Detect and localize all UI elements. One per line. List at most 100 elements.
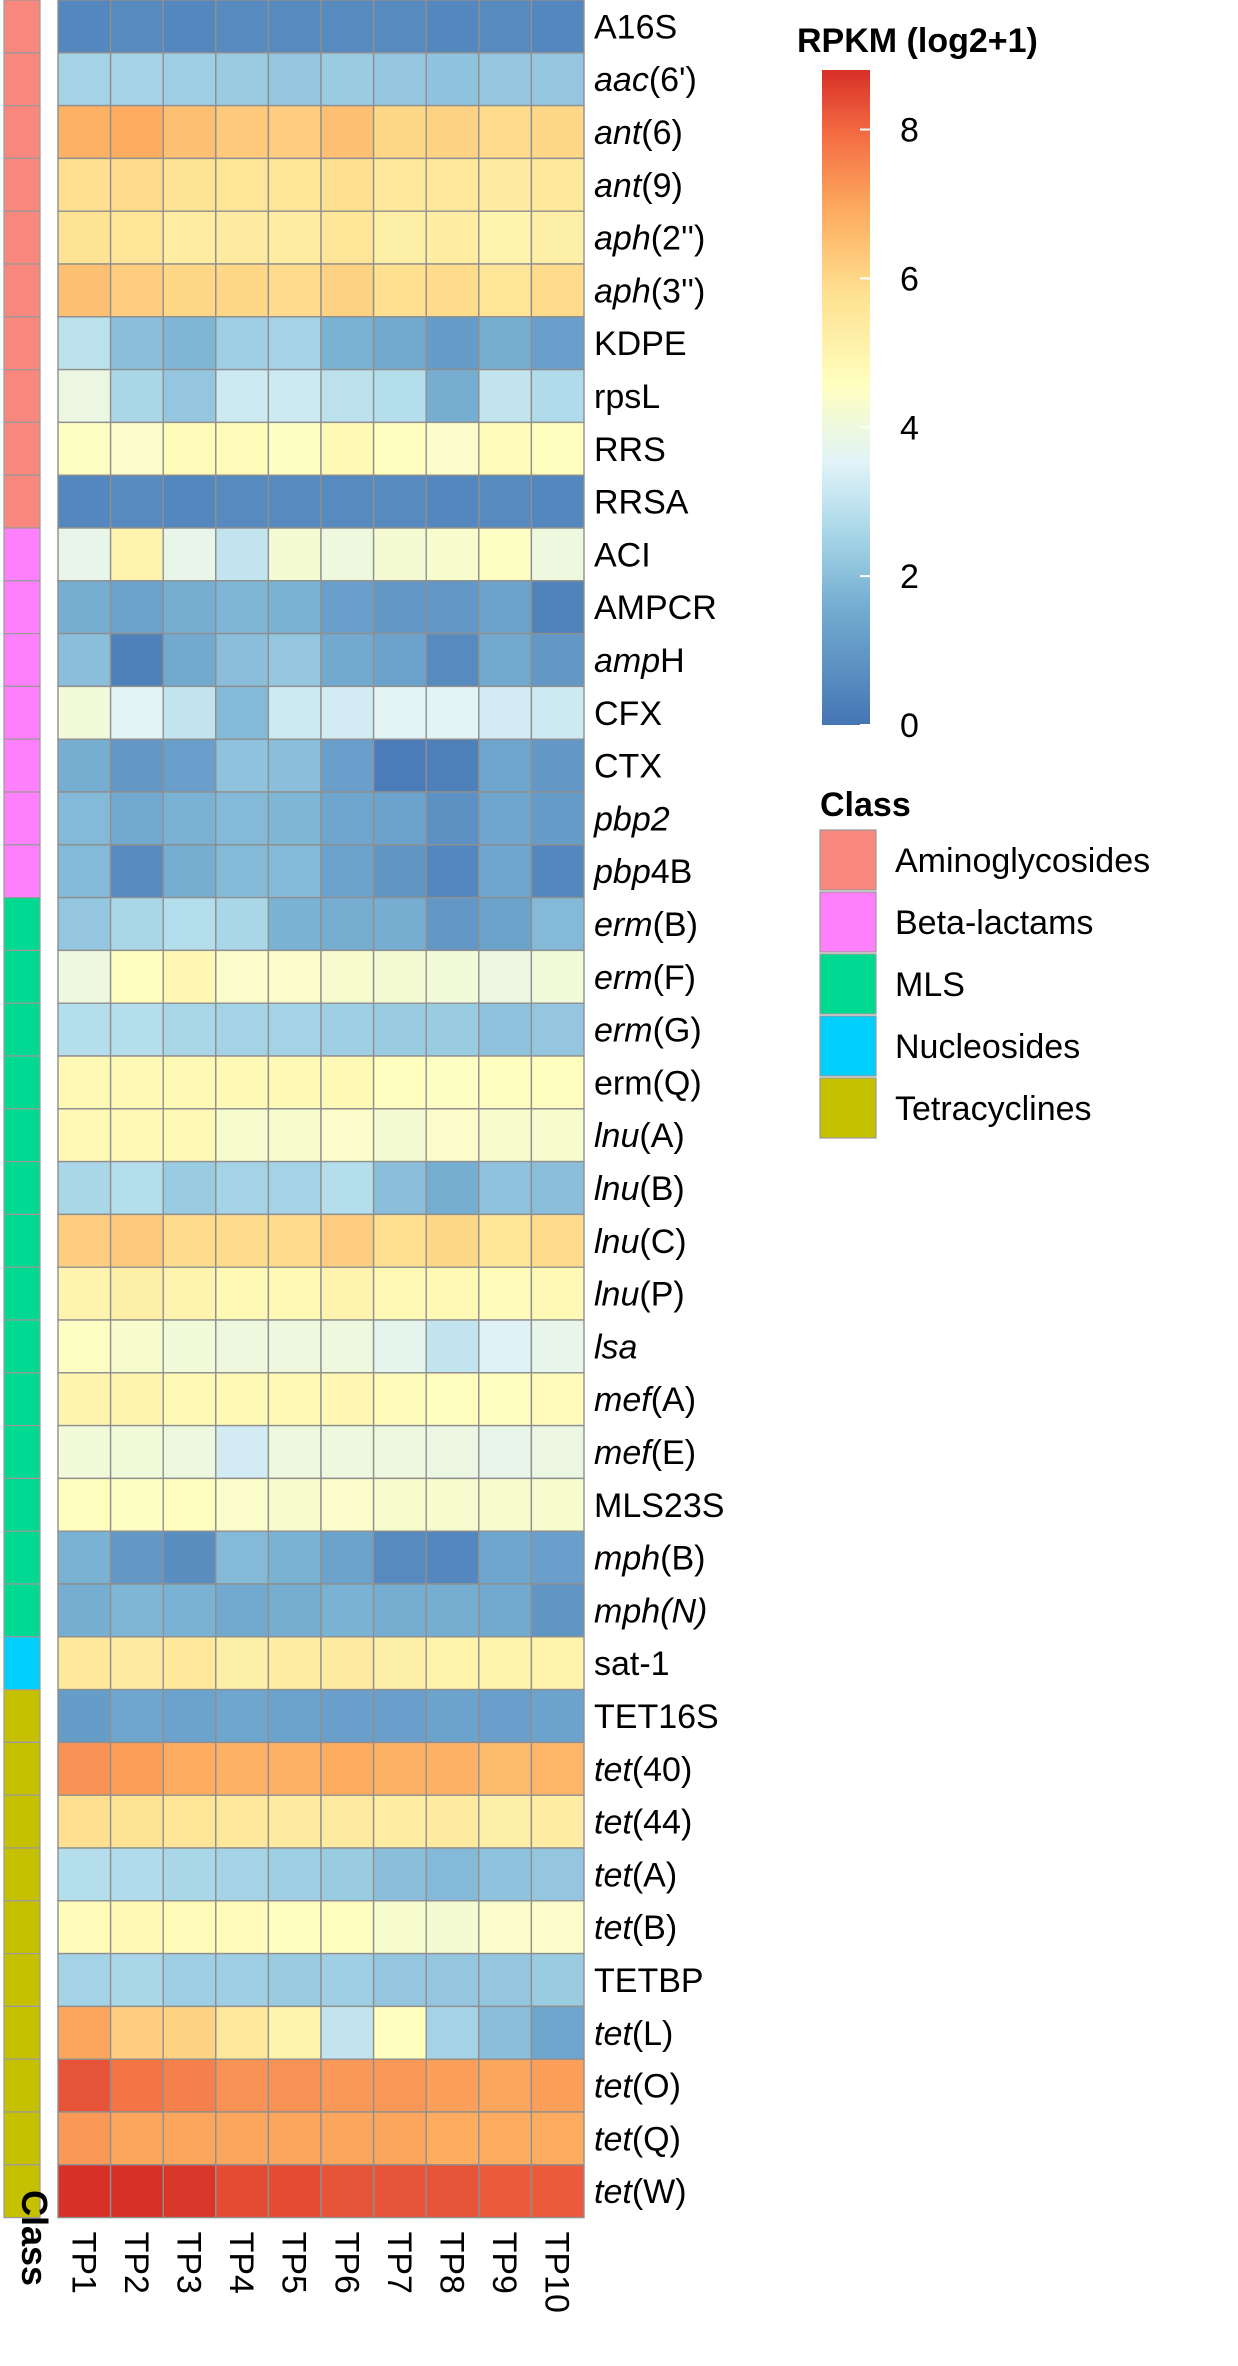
- heatmap-cell: [530, 52, 585, 107]
- heatmap-cell: [267, 1160, 322, 1216]
- heatmap-cell: [478, 157, 533, 212]
- heatmap-cell: [478, 368, 533, 424]
- heatmap-cell: [320, 1688, 375, 1744]
- heatmap-cell: [320, 1477, 375, 1532]
- class-bar-cell: [3, 1319, 41, 1374]
- row-label-part: TET16S: [594, 1698, 719, 1736]
- heatmap-cell: [372, 791, 427, 846]
- heatmap-cell: [267, 2058, 322, 2113]
- heatmap-cell: [109, 1900, 164, 1955]
- heatmap-cell: [478, 1319, 533, 1374]
- heatmap-cell: [478, 896, 533, 952]
- heatmap-cell: [425, 738, 480, 793]
- heatmap-cell: [162, 1636, 217, 1691]
- heatmap-cell: [109, 0, 164, 54]
- heatmap-cell: [109, 685, 164, 740]
- heatmap-cell: [530, 1900, 585, 1955]
- column-label: TP6: [327, 2232, 365, 2294]
- heatmap-cells: [57, 0, 585, 2219]
- heatmap-cell: [425, 1952, 480, 2008]
- row-label: erm(Q): [594, 1064, 702, 1102]
- heatmap-cell: [478, 632, 533, 688]
- row-label: sat-1: [594, 1645, 670, 1683]
- heatmap-cell: [425, 421, 480, 476]
- heatmap-cell: [478, 1636, 533, 1691]
- class-bar-cell: [3, 1213, 41, 1268]
- row-label-part: RRSA: [594, 484, 689, 522]
- heatmap-cell: [215, 1372, 270, 1427]
- row-label-part: ant: [594, 114, 643, 152]
- heatmap-cell: [267, 2111, 322, 2166]
- heatmap-cell: [267, 52, 322, 107]
- row-label: TET16S: [594, 1698, 719, 1736]
- class-bar-cell: [3, 52, 41, 107]
- heatmap-cell: [425, 1900, 480, 1955]
- heatmap-cell: [267, 1636, 322, 1691]
- heatmap-cell: [425, 474, 480, 529]
- heatmap-cell: [320, 1319, 375, 1374]
- column-label: TP8: [433, 2232, 471, 2294]
- row-label: lnu(A): [594, 1117, 685, 1155]
- row-label-part: tet: [594, 2120, 633, 2158]
- row-label-part: ant: [594, 167, 643, 205]
- row-label-part: tet: [594, 2068, 633, 2106]
- heatmap-cell: [109, 1847, 164, 1902]
- heatmap-cell: [320, 2111, 375, 2166]
- heatmap-cell: [478, 1160, 533, 1216]
- heatmap-cell: [267, 210, 322, 265]
- heatmap-cell: [530, 1636, 585, 1691]
- class-bar-cell: [3, 791, 41, 846]
- heatmap-cell: [478, 1108, 533, 1163]
- column-label: TP5: [275, 2232, 313, 2294]
- heatmap-cell: [320, 580, 375, 635]
- heatmap-cell: [57, 52, 112, 107]
- colorbar-tick-label: 4: [900, 409, 919, 447]
- heatmap-cell: [320, 1266, 375, 1321]
- row-label-part: A16S: [594, 8, 677, 46]
- heatmap-cell: [530, 1424, 585, 1480]
- heatmap-cell: [320, 1741, 375, 1796]
- heatmap-cell: [425, 1847, 480, 1902]
- class-bar-cell: [3, 369, 41, 424]
- row-label: AMPCR: [594, 589, 717, 627]
- heatmap-cell: [372, 1530, 427, 1585]
- class-bar-cell: [3, 1372, 41, 1427]
- heatmap-cell: [425, 0, 480, 54]
- row-label: tet(W): [594, 2173, 687, 2211]
- row-label-part: KDPE: [594, 325, 687, 363]
- class-bar-cell: [3, 1160, 41, 1215]
- row-label: erm(G): [594, 1012, 702, 1050]
- heatmap-cell: [320, 421, 375, 476]
- heatmap-cell: [57, 527, 112, 582]
- heatmap-cell: [215, 52, 270, 107]
- heatmap-cell: [372, 1424, 427, 1480]
- heatmap-cell: [267, 1847, 322, 1902]
- heatmap-cell: [478, 791, 533, 846]
- heatmap-cell: [109, 844, 164, 899]
- class-legend-swatch: [819, 1015, 877, 1077]
- heatmap-cell: [109, 738, 164, 793]
- class-bar-cell: [3, 104, 41, 159]
- row-label-part: RRS: [594, 431, 666, 469]
- heatmap-cell: [162, 527, 217, 582]
- heatmap-cell: [57, 157, 112, 212]
- heatmap-cell: [372, 52, 427, 107]
- row-label-part: mef: [594, 1434, 654, 1472]
- heatmap-cell: [162, 1319, 217, 1374]
- row-label-part: (C): [639, 1223, 686, 1261]
- row-label: pbp2: [593, 800, 670, 838]
- heatmap-cell: [478, 2058, 533, 2113]
- heatmap-cell: [162, 1372, 217, 1427]
- row-label: tet(O): [594, 2068, 681, 2106]
- row-label: mph(N): [594, 1592, 707, 1630]
- row-label-part: ACI: [594, 536, 651, 574]
- heatmap-cell: [109, 1160, 164, 1216]
- heatmap-cell: [320, 1055, 375, 1110]
- class-legend-swatch: [819, 829, 877, 891]
- heatmap-cell: [425, 368, 480, 424]
- heatmap-cell: [57, 1636, 112, 1691]
- class-bar-cell: [3, 1688, 41, 1743]
- heatmap-cell: [109, 1636, 164, 1691]
- heatmap-cell: [267, 791, 322, 846]
- row-label: lnu(C): [594, 1223, 687, 1261]
